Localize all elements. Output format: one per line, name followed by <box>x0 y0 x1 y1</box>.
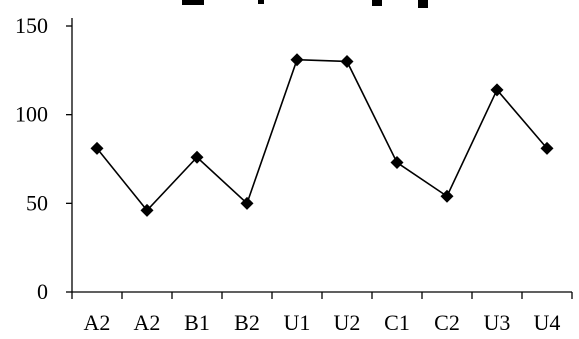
x-tick-label: C2 <box>434 310 460 335</box>
data-point-marker <box>490 83 504 97</box>
data-point-marker <box>540 141 554 155</box>
series-line <box>96 58 548 212</box>
title-fragment-4 <box>418 0 428 8</box>
x-tick-label: C1 <box>384 310 410 335</box>
data-point-marker <box>290 53 304 67</box>
x-tick-label: U2 <box>334 310 361 335</box>
data-point-marker <box>390 156 404 170</box>
x-tick-label: B1 <box>184 310 210 335</box>
y-tick-label: 0 <box>37 279 48 304</box>
x-axis: A2 A2 B1 B2 U1 U2 C1 C2 U3 U4 <box>71 291 573 335</box>
data-point-marker <box>140 203 154 217</box>
cropped-title-fragments <box>182 0 428 8</box>
title-fragment-3 <box>372 0 382 6</box>
x-tick-label: U4 <box>534 310 561 335</box>
x-tick-label: U1 <box>284 310 311 335</box>
y-tick-label: 150 <box>15 13 48 38</box>
y-tick-label: 50 <box>26 190 48 215</box>
data-point-marker <box>340 54 354 68</box>
title-fragment-1 <box>182 0 204 5</box>
x-tick-label: A2 <box>84 310 111 335</box>
data-point-marker <box>440 189 454 203</box>
data-point-marker <box>240 196 254 210</box>
y-tick-label: 100 <box>15 102 48 127</box>
x-tick-label: A2 <box>134 310 161 335</box>
x-tick-label: B2 <box>234 310 260 335</box>
x-tick-label: U3 <box>484 310 511 335</box>
data-point-marker <box>190 150 204 164</box>
y-axis: 0 50 100 150 <box>15 13 73 304</box>
title-fragment-2 <box>258 0 264 4</box>
data-point-marker <box>90 141 104 155</box>
plot-area <box>90 53 554 217</box>
